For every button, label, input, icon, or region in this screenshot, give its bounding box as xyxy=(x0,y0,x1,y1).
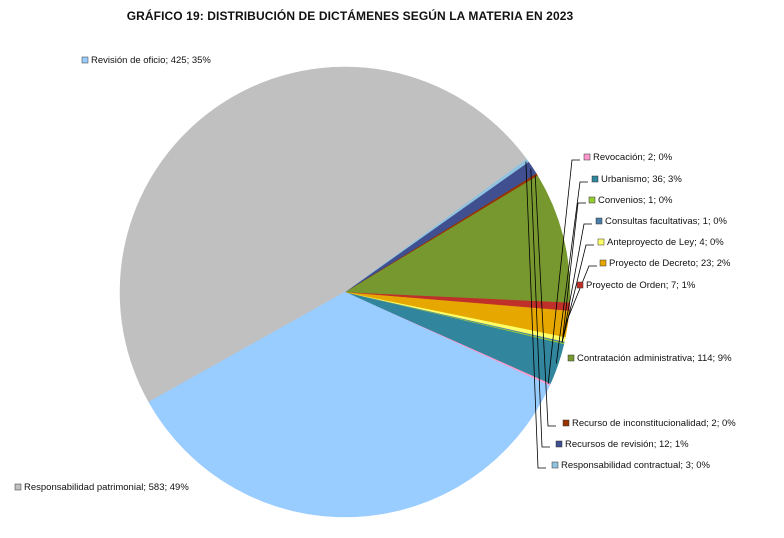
leader-line xyxy=(562,244,594,339)
data-label: Convenios; 1; 0% xyxy=(598,195,673,206)
data-label: Proyecto de Decreto; 23; 2% xyxy=(609,258,731,269)
data-label: Revisión de oficio; 425; 35% xyxy=(91,55,211,66)
pie-slices xyxy=(119,66,571,518)
leader-line xyxy=(562,223,592,342)
pie-labels: Revocación; 2; 0% Urbanismo; 36; 3% Conven… xyxy=(14,55,736,493)
legend-key xyxy=(551,461,559,469)
chart-title: GRÁFICO 19: DISTRIBUCIÓN DE DICTÁMENES S… xyxy=(126,9,574,23)
legend-key xyxy=(576,281,584,289)
data-label: Urbanismo; 36; 3% xyxy=(601,174,682,185)
leader-line xyxy=(547,159,580,384)
legend-key xyxy=(591,175,599,183)
legend-key xyxy=(583,153,591,161)
data-label: Revocación; 2; 0% xyxy=(593,152,673,163)
leader-line xyxy=(555,181,588,364)
legend-key xyxy=(562,419,570,427)
pie-slice-revisión-de-oficio xyxy=(148,291,550,518)
data-label: Recurso de inconstitucionalidad; 2; 0% xyxy=(572,418,736,429)
legend-key xyxy=(555,440,563,448)
legend-key xyxy=(14,483,22,491)
leader-line xyxy=(565,265,597,324)
legend-key xyxy=(599,259,607,267)
data-label: Proyecto de Orden; 7; 1% xyxy=(586,280,696,291)
pie-slice-contratación-administrativa xyxy=(344,175,571,303)
legend-key xyxy=(567,354,575,362)
leader-line xyxy=(534,175,556,427)
leader-line xyxy=(525,161,546,469)
legend-key xyxy=(597,238,605,246)
pie-slice-responsabilidad-patrimonial xyxy=(119,66,527,403)
data-label: Responsabilidad contractual; 3; 0% xyxy=(561,460,710,471)
leader-line xyxy=(530,168,550,448)
legend-key xyxy=(588,196,596,204)
data-label: Recursos de revisión; 12; 1% xyxy=(565,439,689,450)
data-label: Consultas facultativas; 1; 0% xyxy=(605,216,728,227)
data-label: Anteproyecto de Ley; 4; 0% xyxy=(607,237,724,248)
data-label: Responsabilidad patrimonial; 583; 49% xyxy=(24,482,189,493)
leader-line xyxy=(561,202,586,343)
legend-key xyxy=(595,217,603,225)
data-label: Contratación administrativa; 114; 9% xyxy=(577,353,732,364)
legend-key xyxy=(81,56,89,64)
